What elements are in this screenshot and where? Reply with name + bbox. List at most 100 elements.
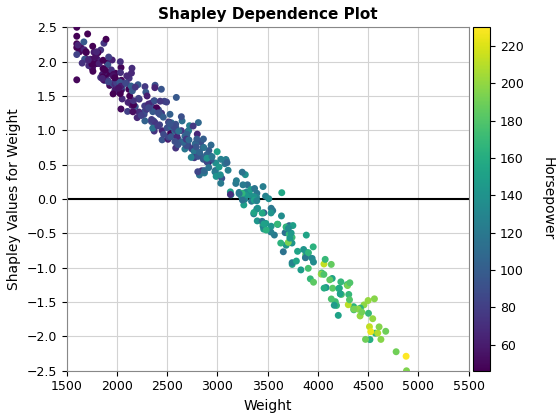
Point [151, 119, 160, 126]
Point [282, 223, 291, 230]
Point [226, 191, 235, 198]
Point [270, 232, 279, 239]
Point [144, 101, 153, 108]
Point [140, 108, 149, 115]
Point [195, 172, 204, 178]
Point [360, 302, 368, 308]
Point [249, 193, 258, 200]
Point [250, 209, 259, 216]
Point [182, 136, 191, 142]
Point [253, 190, 262, 197]
Point [262, 220, 270, 227]
Point [88, 62, 97, 69]
Point [88, 68, 97, 75]
Point [104, 71, 113, 77]
Point [304, 251, 312, 258]
Point [276, 240, 285, 247]
Point [345, 297, 354, 303]
Point [216, 180, 225, 186]
Point [364, 310, 373, 317]
Point [127, 102, 136, 109]
Point [187, 154, 196, 161]
Point [183, 131, 192, 137]
Point [171, 121, 180, 128]
Point [162, 99, 171, 105]
Point [111, 85, 120, 92]
Point [168, 123, 177, 129]
Point [164, 118, 173, 125]
Point [262, 227, 270, 234]
Point [88, 43, 97, 50]
Point [199, 136, 208, 142]
Point [317, 271, 326, 278]
Point [258, 218, 267, 225]
Point [152, 105, 161, 111]
Point [99, 65, 108, 72]
Point [328, 275, 337, 282]
Y-axis label: Horsepower: Horsepower [540, 158, 554, 241]
Point [211, 160, 220, 166]
Point [149, 118, 158, 124]
Point [110, 88, 119, 95]
Point [214, 164, 223, 171]
Point [91, 60, 100, 66]
Point [115, 79, 124, 86]
Point [150, 128, 158, 134]
Y-axis label: Shapley Values for Weight: Shapley Values for Weight [7, 108, 21, 290]
Point [366, 328, 375, 335]
Point [241, 171, 250, 178]
Point [304, 265, 312, 272]
Point [177, 113, 186, 120]
Point [193, 136, 202, 142]
X-axis label: Weight: Weight [244, 399, 292, 413]
Point [99, 74, 108, 80]
Point [288, 234, 297, 241]
Point [116, 64, 125, 71]
Point [216, 156, 225, 163]
Point [170, 128, 179, 134]
Point [258, 210, 267, 216]
Point [72, 40, 81, 47]
Point [288, 222, 297, 229]
Point [75, 48, 84, 55]
Point [217, 175, 226, 181]
Point [166, 134, 175, 140]
Point [139, 111, 148, 118]
Point [116, 106, 125, 113]
Point [149, 126, 158, 132]
Point [109, 71, 118, 78]
Point [124, 99, 133, 106]
Point [98, 71, 107, 78]
Point [277, 213, 286, 219]
Point [171, 144, 180, 151]
Point [159, 114, 168, 121]
Point [259, 220, 268, 227]
Point [104, 61, 113, 68]
Point [187, 145, 196, 152]
Point [334, 285, 343, 292]
Point [203, 155, 212, 162]
Point [361, 336, 370, 343]
Point [191, 142, 200, 149]
Point [96, 74, 105, 81]
Point [309, 244, 318, 250]
Point [131, 84, 140, 90]
Point [238, 169, 247, 176]
Point [104, 79, 113, 85]
Point [117, 77, 126, 84]
Point [101, 75, 110, 81]
Point [109, 80, 118, 87]
Point [116, 58, 125, 65]
Point [147, 116, 156, 123]
Point [81, 56, 90, 63]
Point [149, 125, 158, 131]
Point [148, 108, 157, 115]
Point [182, 142, 191, 149]
Point [288, 259, 297, 266]
Point [164, 134, 173, 140]
Point [402, 368, 411, 374]
Point [309, 279, 318, 286]
Point [374, 330, 382, 336]
Point [166, 123, 175, 130]
Point [155, 111, 164, 118]
